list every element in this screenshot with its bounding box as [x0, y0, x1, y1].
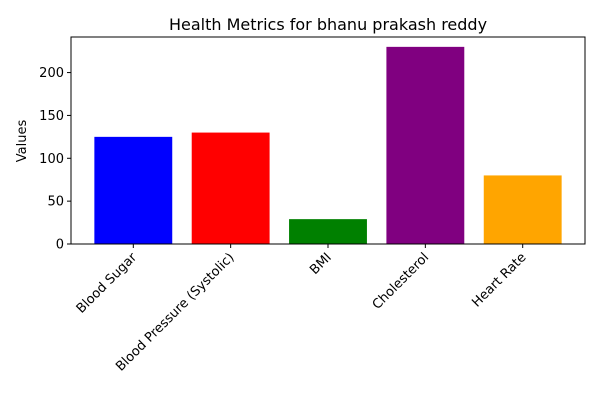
bar-bmi	[289, 219, 367, 244]
axes-frame	[70, 36, 586, 245]
y-tick-label: 0	[56, 238, 64, 253]
chart-title: Health Metrics for bhanu prakash reddy	[169, 15, 487, 34]
y-axis-label: Values	[15, 120, 30, 163]
x-tick-label: BMI	[307, 250, 335, 278]
x-tick-label: Cholesterol	[370, 250, 432, 312]
bar-cholesterol	[386, 46, 465, 244]
x-tick-label: Blood Sugar	[74, 250, 141, 317]
y-tick-label: 100	[39, 152, 64, 167]
y-tick-label: 150	[39, 109, 64, 124]
y-tick-label: 200	[39, 66, 64, 81]
x-tick-label: Heart Rate	[469, 250, 529, 310]
bar-blood-pressure-systolic	[191, 132, 270, 244]
bar-blood-sugar	[94, 136, 173, 244]
bar-heart-rate	[483, 175, 562, 244]
y-tick-label: 50	[47, 195, 64, 210]
